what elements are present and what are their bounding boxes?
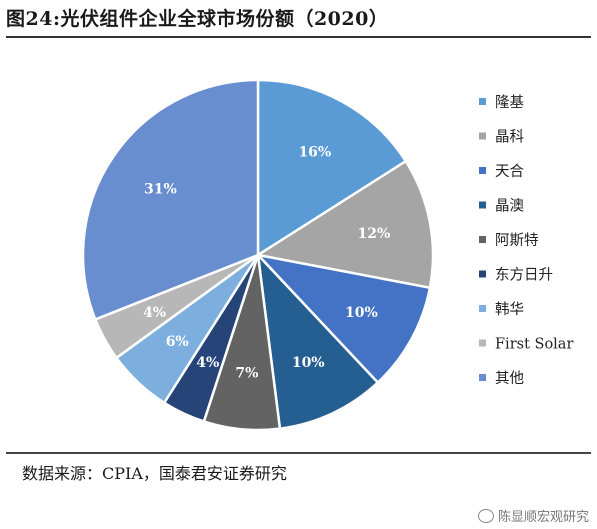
watermark-text: 陈显顺宏观研究	[497, 510, 589, 525]
legend-swatch	[479, 98, 486, 105]
pie-labels: 16%12%10%10%7%4%6%4%31%	[143, 145, 390, 382]
slice-data-label: 10%	[292, 355, 325, 371]
wechat-icon	[477, 508, 494, 523]
slice-data-label: 16%	[298, 145, 331, 161]
slice-data-label: 6%	[166, 334, 189, 350]
slice-data-label: 7%	[235, 365, 258, 381]
legend-label: 天合	[495, 163, 524, 180]
legend-swatch	[479, 201, 486, 209]
pie-slice-3	[254, 253, 432, 385]
top-rule	[6, 36, 591, 38]
slice-data-label: 31%	[144, 182, 177, 198]
pie-slice-1	[256, 78, 408, 258]
legend-label: 其他	[495, 370, 524, 387]
legend-swatch	[479, 339, 486, 347]
legend-label: 韩华	[495, 301, 524, 318]
pie-slice-4	[256, 251, 380, 431]
pie-slice-9	[81, 78, 260, 322]
slice-data-label: 4%	[143, 305, 166, 321]
legend-label: 晶澳	[495, 198, 524, 215]
legend-label: 晶科	[495, 129, 524, 146]
pie-chart: 16%12%10%10%7%4%6%4%31% 隆基晶科天合晶澳阿斯特东方日升韩…	[81, 78, 573, 432]
figure-title: 图24:光伏组件企业全球市场份额（2020）	[6, 8, 389, 30]
watermark: 陈显顺宏观研究	[477, 506, 589, 525]
slice-data-label: 4%	[196, 355, 219, 371]
legend-swatch	[479, 270, 486, 278]
legend-swatch	[479, 305, 486, 312]
slice-data-label: 10%	[345, 305, 378, 321]
slice-data-label: 12%	[358, 226, 391, 242]
legend-swatch	[479, 374, 486, 381]
source-note: 数据来源：CPIA，国泰君安证券研究	[22, 464, 287, 483]
legend-swatch	[479, 167, 486, 174]
legend-label: 阿斯特	[495, 232, 539, 249]
pie-slice-2	[254, 159, 435, 290]
legend-label: 东方日升	[495, 267, 553, 284]
pie-slices	[81, 78, 435, 432]
legend-label: 隆基	[495, 94, 524, 111]
legend-swatch	[479, 132, 486, 140]
bottom-rule	[6, 452, 591, 454]
legend-label: First Solar	[495, 337, 573, 353]
legend-swatch	[479, 236, 486, 243]
